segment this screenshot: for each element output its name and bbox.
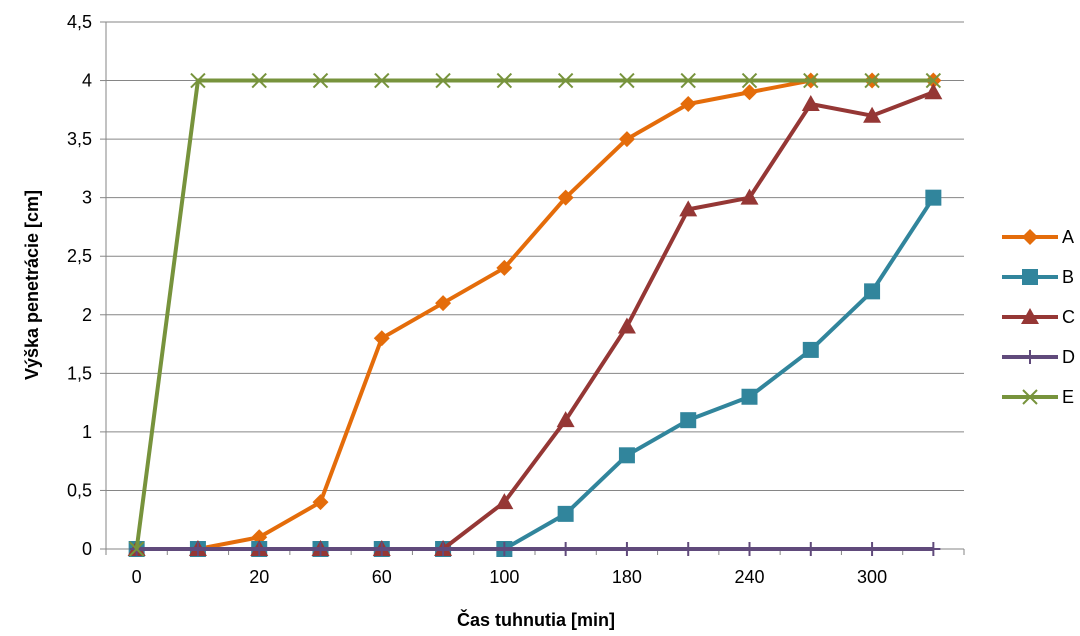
x-tick-label: 240	[734, 567, 764, 587]
data-point	[313, 542, 328, 556]
data-point	[374, 542, 389, 556]
legend-label: B	[1062, 267, 1074, 287]
x-tick-label: 0	[132, 567, 142, 587]
y-tick-label: 1	[82, 422, 92, 442]
data-point	[190, 72, 206, 89]
data-point	[190, 542, 205, 556]
data-point	[312, 72, 329, 89]
legend-item-a: A	[1002, 227, 1074, 247]
data-point	[497, 542, 512, 556]
data-point	[435, 72, 451, 89]
data-point	[741, 72, 758, 89]
data-point	[557, 72, 574, 89]
data-point	[556, 411, 575, 428]
data-point	[619, 72, 635, 89]
data-point	[680, 72, 696, 89]
data-point	[618, 131, 635, 148]
x-tick-label: 60	[372, 567, 392, 587]
data-point	[680, 95, 697, 112]
axes: 0 0,5 1 1,5 2 2,5 3 3,5 4 4,5 0 20 60 100 180 240 300	[67, 12, 965, 587]
data-point	[742, 542, 757, 556]
legend-marker	[1022, 389, 1038, 405]
x-tick-label: 180	[612, 567, 642, 587]
data-point	[617, 317, 636, 334]
data-point	[864, 283, 881, 300]
y-tick-label: 3,5	[67, 129, 92, 149]
data-point	[618, 447, 635, 464]
data-point	[312, 494, 329, 511]
data-point	[252, 542, 267, 556]
data-point	[924, 83, 943, 100]
legend-label: C	[1062, 307, 1075, 327]
legend-label: A	[1062, 227, 1074, 247]
y-tick-label: 2	[82, 305, 92, 325]
data-point	[558, 542, 573, 556]
data-point	[436, 542, 451, 556]
x-tick-label: 300	[857, 567, 887, 587]
y-tick-label: 2,5	[67, 246, 92, 266]
series-c	[127, 83, 943, 556]
data-point	[803, 542, 818, 556]
legend-item-c: C	[1002, 307, 1075, 327]
data-point	[495, 493, 514, 510]
series-line-e	[134, 78, 934, 550]
data-point	[741, 388, 758, 405]
data-point	[740, 188, 759, 205]
data-point	[863, 106, 882, 123]
data-point	[680, 412, 697, 429]
y-tick-label: 0	[82, 539, 92, 559]
legend-marker	[1021, 308, 1039, 324]
gridlines	[106, 21, 964, 491]
data-point	[802, 341, 819, 358]
y-tick-label: 1,5	[67, 363, 92, 383]
data-point	[619, 542, 634, 556]
legend-item-d: D	[1002, 347, 1075, 367]
data-point	[128, 541, 145, 557]
data-point	[374, 72, 390, 89]
y-tick-label: 4	[82, 71, 92, 91]
y-tick-label: 4,5	[67, 12, 92, 32]
data-point	[801, 94, 820, 111]
data-point	[925, 189, 942, 206]
data-point	[803, 72, 819, 89]
y-tick-label: 0,5	[67, 480, 92, 500]
data-point	[557, 505, 574, 522]
data-point	[435, 295, 452, 312]
data-point	[864, 72, 880, 89]
y-axis-title: Výška penetrácie [cm]	[22, 190, 42, 380]
data-point	[925, 72, 942, 89]
legend-label: D	[1062, 347, 1075, 367]
x-tick-label: 100	[489, 567, 519, 587]
legend-marker	[1023, 350, 1037, 364]
series-e	[128, 72, 942, 557]
series-line-c	[136, 90, 935, 551]
series-lines	[127, 72, 943, 557]
data-point	[679, 200, 698, 217]
legend-item-e: E	[1002, 387, 1074, 407]
x-axis-title: Čas tuhnutia [min]	[457, 609, 615, 630]
series-d	[129, 542, 941, 556]
data-point	[741, 84, 758, 101]
data-point	[681, 542, 696, 556]
data-point	[251, 72, 267, 89]
legend-item-b: B	[1002, 267, 1074, 287]
data-point	[926, 542, 941, 556]
data-point	[557, 189, 574, 206]
data-point	[865, 542, 880, 556]
data-point	[496, 259, 513, 276]
y-tick-label: 3	[82, 188, 92, 208]
data-point	[373, 330, 390, 347]
legend-marker	[1022, 229, 1038, 245]
legend-label: E	[1062, 387, 1074, 407]
data-point	[496, 72, 513, 89]
legend-marker	[1022, 269, 1038, 285]
x-tick-label: 20	[249, 567, 269, 587]
